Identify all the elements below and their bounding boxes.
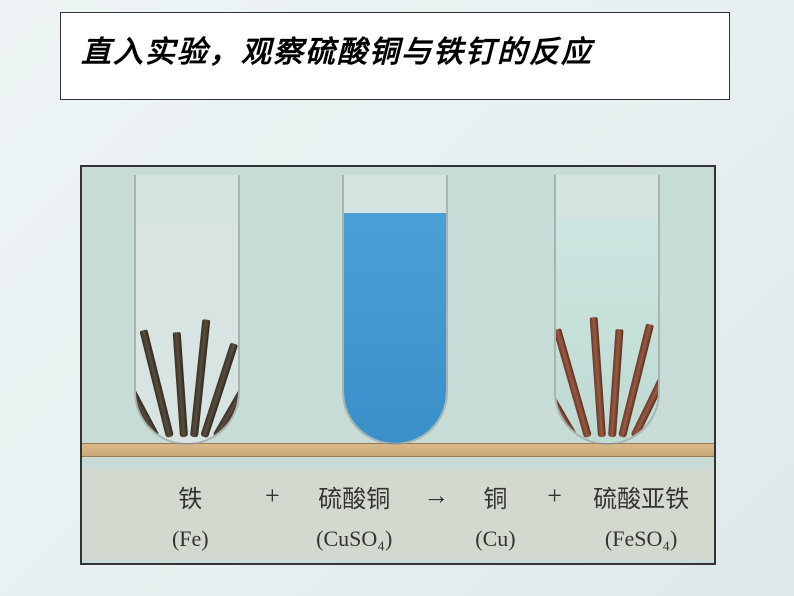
plus-operator: + — [259, 479, 286, 511]
label-feso4: 硫酸亚铁 (FeSO₄) — [568, 479, 714, 552]
test-tube-cuso4 — [330, 175, 460, 455]
reaction-labels: 铁 (Fe) + 硫酸铜 (CuSO₄) → 铜 (Cu) + 硫酸亚铁 (Fe… — [82, 469, 714, 559]
label-formula: (CuSO₄) — [286, 526, 423, 552]
label-cn: 硫酸亚铁 — [568, 479, 714, 514]
tube-glass — [134, 175, 240, 445]
label-cn: 铜 — [450, 479, 541, 514]
liquid-blue — [344, 213, 446, 443]
test-tube-result — [542, 175, 672, 455]
test-tube-iron — [122, 175, 252, 455]
label-cuso4: 硫酸铜 (CuSO₄) — [286, 479, 423, 552]
tube-glass — [342, 175, 448, 445]
iron-nails — [142, 317, 232, 437]
title-box: 直入实验，观察硫酸铜与铁钉的反应 — [60, 12, 730, 100]
experiment-figure: 铁 (Fe) + 硫酸铜 (CuSO₄) → 铜 (Cu) + 硫酸亚铁 (Fe… — [80, 165, 716, 565]
arrow-operator: → — [423, 479, 450, 511]
label-iron: 铁 (Fe) — [122, 479, 259, 552]
tube-glass — [554, 175, 660, 445]
label-formula: (Fe) — [122, 526, 259, 552]
label-formula: (FeSO₄) — [568, 526, 714, 552]
label-formula: (Cu) — [450, 526, 541, 552]
label-cn: 铁 — [122, 479, 259, 514]
copper-coated-nails — [562, 317, 652, 437]
label-cn: 硫酸铜 — [286, 479, 423, 514]
label-copper: 铜 (Cu) — [450, 479, 541, 552]
page-title: 直入实验，观察硫酸铜与铁钉的反应 — [81, 27, 593, 71]
plus-operator: + — [541, 479, 568, 511]
